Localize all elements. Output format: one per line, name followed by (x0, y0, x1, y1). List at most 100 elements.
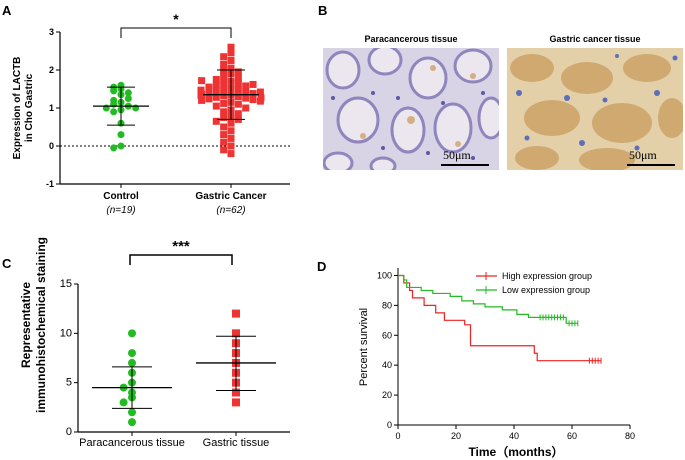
data-point (110, 144, 118, 152)
data-point (227, 64, 235, 72)
panel-a-cat-2-n: (n=62) (216, 205, 245, 216)
data-point (227, 119, 235, 127)
data-point (257, 94, 265, 102)
survival-curve (398, 274, 578, 324)
y-tick-label: 100 (377, 270, 392, 280)
panel-d-label: D (317, 259, 326, 274)
x-tick-label: 0 (395, 431, 400, 441)
data-point (212, 81, 220, 89)
panel-a-ylabel-1: Expression of LACTB (12, 57, 23, 160)
data-point (234, 93, 242, 101)
y-tick-label: 5 (66, 377, 72, 389)
panel-a-significance: * (173, 11, 179, 27)
data-point (256, 88, 264, 96)
panel-c-cat-1: Paracancerous tissue (79, 437, 185, 449)
data-point (128, 329, 136, 338)
y-tick-label: 0 (66, 426, 72, 438)
data-point (232, 388, 240, 397)
data-point (242, 88, 250, 96)
data-point (249, 80, 257, 88)
panel-c-cat-2: Gastric tissue (203, 437, 270, 449)
data-point (212, 102, 220, 110)
micrograph-title-cancer: Gastric cancer tissue (549, 34, 641, 44)
data-point (227, 150, 235, 158)
data-point (197, 91, 205, 99)
panel-c-points (92, 309, 276, 427)
x-tick-label: 40 (509, 431, 519, 441)
panel-c-axes: 0 5 10 15 (60, 278, 290, 438)
scale-label-cancer: 50μm (629, 148, 657, 162)
data-point (128, 349, 136, 358)
panel-a-ylabel-2: in Cho Gastric (24, 73, 35, 142)
data-point (128, 408, 136, 417)
panel-c-label: C (2, 256, 12, 271)
data-point (232, 309, 240, 318)
data-point (227, 57, 235, 64)
data-point (220, 138, 228, 146)
data-point (227, 127, 235, 135)
panel-b-label: B (318, 3, 327, 18)
y-tick-label: 3 (49, 27, 54, 37)
data-point (227, 142, 235, 150)
scale-bar-paracancerous (441, 164, 489, 166)
data-point (220, 72, 228, 80)
data-point (220, 108, 228, 116)
data-point (232, 398, 240, 407)
data-point (220, 60, 228, 68)
y-tick-label: 40 (382, 360, 392, 370)
data-point (205, 89, 213, 97)
data-point (242, 82, 250, 90)
data-point (212, 87, 220, 95)
micrograph-paracancerous: 50μm (322, 44, 505, 176)
data-point (234, 79, 242, 87)
legend-label-low: Low expression group (502, 285, 590, 295)
data-point (220, 114, 228, 121)
y-tick-label: 60 (382, 330, 392, 340)
panel-d: D Percent survival Time（months） 0 20 40 60 8… (317, 259, 635, 459)
y-tick-label: 2 (49, 65, 54, 75)
panel-c-ylabel-1: Representative (19, 282, 33, 368)
data-point (227, 49, 235, 57)
data-point (220, 78, 228, 86)
y-tick-label: 80 (382, 300, 392, 310)
data-point (234, 86, 242, 94)
y-tick-label: 15 (60, 278, 72, 290)
data-point (198, 96, 206, 104)
data-point (212, 93, 220, 101)
panel-a-label: A (2, 3, 12, 18)
data-point (212, 117, 220, 125)
scale-label-paracancerous: 50μm (443, 148, 471, 162)
data-point (119, 398, 128, 407)
panel-c-significance-bracket (129, 254, 233, 265)
data-point (234, 74, 242, 82)
data-point (124, 95, 132, 102)
data-point (232, 329, 240, 338)
y-tick-label: -1 (46, 179, 54, 189)
data-point (198, 77, 206, 85)
panel-a: A Expression of LACTB in Cho Gastric -1 0… (2, 3, 290, 216)
legend-label-high: High expression group (502, 271, 592, 281)
data-point (234, 100, 242, 108)
data-point (227, 134, 235, 142)
x-tick-label: 20 (451, 431, 461, 441)
data-point (227, 43, 235, 51)
data-point (220, 99, 228, 107)
data-point (249, 90, 257, 98)
data-point (234, 110, 242, 118)
data-point (242, 104, 250, 112)
data-point (128, 418, 136, 427)
panel-a-points (93, 43, 265, 158)
micrograph-cancer-image (507, 48, 685, 172)
y-tick-label: 10 (60, 327, 72, 339)
data-point (197, 86, 205, 94)
x-tick-label: 60 (567, 431, 577, 441)
micrograph-paracancerous-image (322, 44, 505, 176)
micrograph-title-paracancerous: Paracancerous tissue (364, 34, 458, 44)
panel-a-cat-1-n: (n=19) (106, 205, 135, 216)
panel-d-ylabel: Percent survival (358, 308, 370, 386)
panel-a-cat-2: Gastric Cancer (195, 191, 266, 202)
data-point (124, 89, 132, 97)
panel-d-xlabel: Time（months） (468, 444, 563, 459)
data-point (212, 76, 220, 83)
